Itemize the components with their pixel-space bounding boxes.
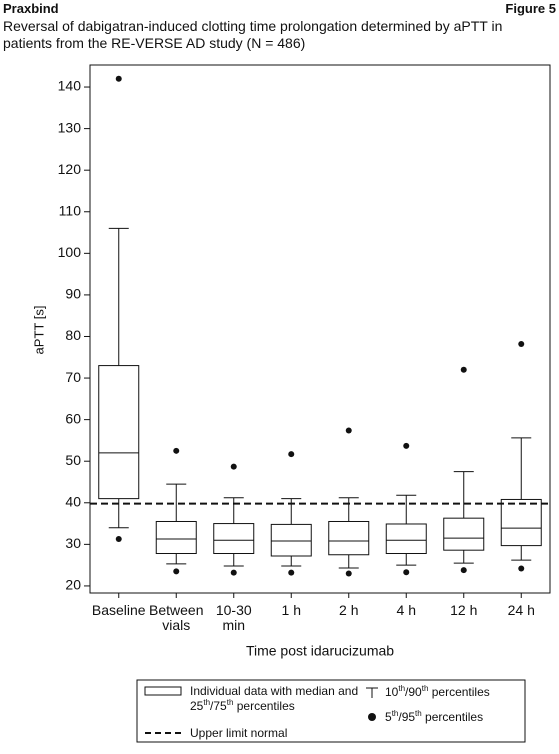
legend-text: th: [391, 709, 399, 718]
outlier-dot: [460, 366, 467, 373]
y-tick-label: 70: [65, 369, 81, 385]
legend-frame: [136, 679, 526, 743]
box: [213, 523, 255, 555]
box: [500, 498, 542, 547]
legend-label: 5th/95th percentiles: [385, 709, 483, 725]
x-tick-label: 12 h: [450, 602, 478, 618]
legend-dot-icon: [368, 713, 376, 721]
legend-text: 10: [385, 685, 399, 699]
legend-text: th: [203, 698, 211, 707]
y-tick-label: 140: [58, 78, 82, 94]
outlier-dot: [403, 569, 410, 576]
legend-text: /75: [210, 699, 227, 713]
header-left: Praxbind: [3, 1, 59, 16]
x-tick-label: 10-30 min: [215, 602, 252, 633]
y-tick-label: 100: [58, 244, 82, 260]
legend-text: percentiles: [428, 685, 490, 699]
x-tick-label: Between vials: [149, 602, 204, 633]
outlier-dot: [230, 463, 237, 470]
outlier-dot: [115, 75, 122, 82]
box: [443, 517, 485, 551]
legend-text: th: [415, 709, 422, 718]
outlier-dot: [173, 568, 180, 575]
y-tick-label: 40: [65, 493, 81, 509]
y-tick-label: 50: [65, 452, 81, 468]
legend-text: 5: [385, 710, 392, 724]
legend-text: Individual data with median and 25: [190, 684, 359, 713]
y-tick-label: 60: [65, 410, 81, 426]
y-tick-label: 90: [65, 286, 81, 302]
x-tick-label: 4 h: [396, 602, 416, 618]
y-tick-label: 130: [58, 119, 82, 135]
legend-box-icon: [144, 686, 182, 696]
box: [328, 520, 370, 556]
legend-text: /95: [398, 710, 416, 724]
box: [155, 520, 197, 555]
legend-label: 10th/90th percentiles: [385, 684, 490, 700]
y-tick-label: 120: [58, 161, 82, 177]
legend-label: Individual data with median and 25th/75t…: [190, 684, 360, 714]
outlier-dot: [345, 427, 352, 434]
legend-text: percentiles: [421, 710, 484, 724]
x-tick-label: 2 h: [339, 602, 359, 618]
y-tick-label: 20: [65, 577, 81, 593]
legend-text: th: [398, 684, 406, 693]
legend-text: th: [226, 698, 234, 707]
y-tick-label: 30: [65, 535, 81, 551]
header-right: Figure 5: [505, 1, 556, 16]
legend-label: Upper limit normal: [190, 726, 288, 740]
x-tick-label: Baseline: [91, 602, 146, 618]
y-tick-label: 80: [65, 327, 81, 343]
outlier-dot: [518, 565, 525, 572]
legend-text: percentiles: [233, 699, 295, 713]
y-tick-label: 110: [59, 202, 82, 218]
outlier-dot: [345, 570, 352, 577]
y-axis-title: aPTT [s]: [31, 306, 46, 355]
chart-title: Reversal of dabigatran-induced clotting …: [3, 18, 503, 51]
outlier-dot: [403, 442, 410, 449]
x-tick-label: 1 h: [281, 602, 301, 618]
legend-text: th: [421, 684, 429, 693]
plot-frame: [89, 64, 551, 594]
outlier-dot: [288, 569, 295, 576]
x-tick-label: 24 h: [507, 602, 535, 618]
outlier-dot: [518, 340, 525, 347]
box: [270, 523, 312, 557]
x-axis-title: Time post idarucizumab: [246, 643, 394, 659]
outlier-dot: [288, 451, 295, 458]
outlier-dot: [460, 567, 467, 574]
outlier-dot: [230, 569, 237, 576]
box: [98, 365, 140, 500]
outlier-dot: [115, 535, 122, 542]
outlier-dot: [173, 447, 180, 454]
box: [385, 523, 427, 555]
legend-text: /90: [405, 685, 422, 699]
